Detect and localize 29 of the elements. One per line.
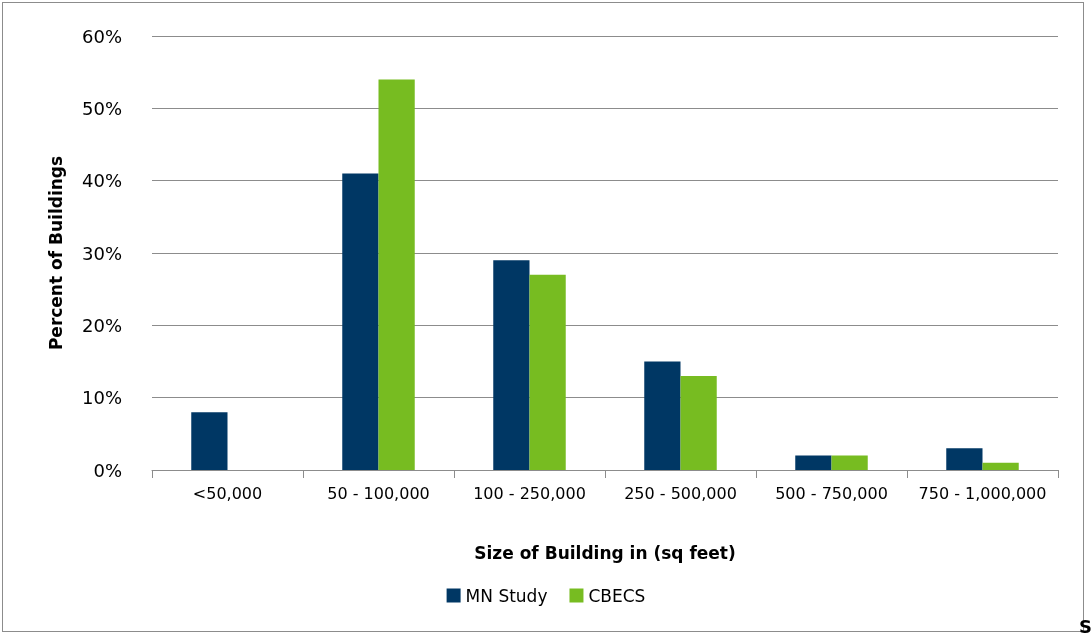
x-tick-label: 250 - 500,000 bbox=[624, 483, 737, 503]
bar bbox=[680, 375, 717, 470]
y-tick-label: 20% bbox=[81, 314, 122, 336]
y-tick-label: 40% bbox=[81, 170, 122, 192]
bar bbox=[191, 412, 228, 470]
x-axis-title: Size of Building in (sq feet) bbox=[474, 542, 736, 563]
x-tick-label: 50 - 100,000 bbox=[327, 483, 430, 503]
bar bbox=[342, 173, 379, 470]
x-tick-label: 750 - 1,000,000 bbox=[918, 483, 1047, 503]
y-axis-title: Percent of Buildings bbox=[45, 155, 66, 351]
y-tick-label: 50% bbox=[81, 97, 122, 119]
y-tick-label: 0% bbox=[93, 459, 122, 481]
bar bbox=[378, 79, 415, 470]
bar bbox=[946, 448, 983, 470]
bar bbox=[493, 260, 530, 470]
bar bbox=[982, 462, 1019, 470]
x-tick-label: 500 - 750,000 bbox=[775, 483, 888, 503]
bar bbox=[529, 274, 566, 470]
y-tick-label: 30% bbox=[81, 242, 122, 264]
bar bbox=[644, 361, 681, 470]
y-tick-label: 10% bbox=[81, 387, 122, 409]
legend-label: CBECS bbox=[588, 585, 646, 606]
text: S bbox=[1079, 615, 1092, 637]
bar bbox=[795, 455, 832, 470]
y-tick-label: 60% bbox=[81, 25, 122, 47]
legend-label: MN Study bbox=[465, 585, 548, 606]
x-tick-label: <50,000 bbox=[192, 483, 263, 503]
bar bbox=[831, 455, 868, 470]
x-tick-label: 100 - 250,000 bbox=[473, 483, 586, 503]
